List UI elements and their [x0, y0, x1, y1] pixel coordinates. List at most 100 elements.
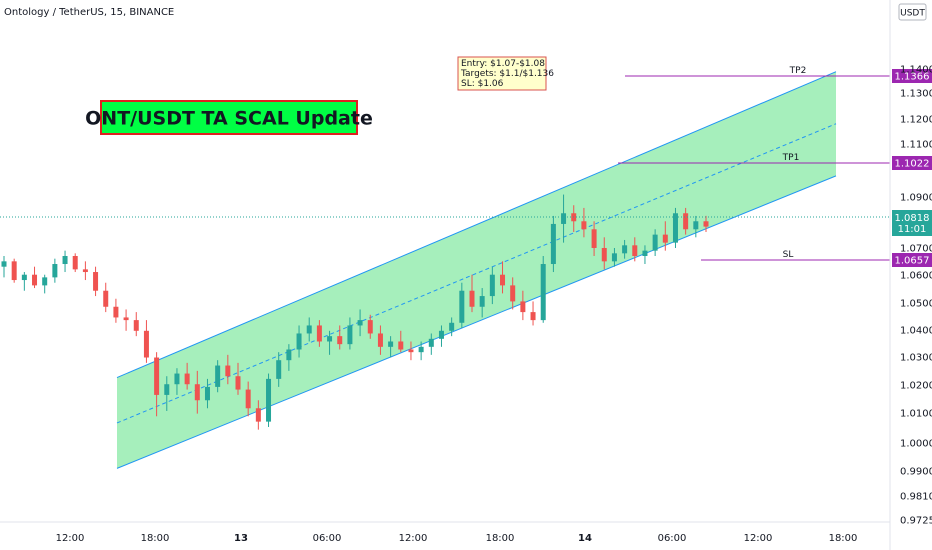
- candle-body: [184, 373, 190, 385]
- candles: [1, 194, 709, 430]
- candle-body: [113, 306, 119, 318]
- candle-body: [327, 336, 333, 342]
- candle-body: [601, 247, 607, 262]
- candle-body: [62, 256, 68, 265]
- candle-body: [377, 333, 383, 347]
- note-line-targets: Targets: $1.1/$1.136: [460, 69, 554, 79]
- candle-body: [622, 245, 628, 254]
- candle-body: [418, 346, 424, 353]
- candle-body: [72, 256, 78, 270]
- candle-body: [296, 333, 302, 350]
- candle-body: [438, 330, 444, 339]
- candle-body: [459, 290, 465, 323]
- price-tick-label: 0.9810: [900, 492, 932, 503]
- level-price-value: 1.1366: [895, 72, 930, 83]
- candle-body: [52, 264, 58, 278]
- chart-title: Ontology / TetherUS, 15, BINANCE: [4, 7, 174, 18]
- candle-body: [428, 338, 434, 347]
- time-tick-label: 14: [578, 533, 592, 544]
- candle-body: [225, 365, 231, 377]
- candle-body: [42, 277, 48, 286]
- candle-body: [276, 360, 282, 379]
- last-price-badge: [892, 210, 932, 236]
- price-tick-label: 1.0400: [900, 326, 932, 337]
- candle-body: [337, 336, 343, 345]
- candle-body: [693, 221, 699, 230]
- candle-body: [398, 341, 404, 350]
- candle-body: [347, 325, 353, 345]
- candle-body: [174, 373, 180, 385]
- candle-body: [1, 261, 7, 267]
- candle-body: [540, 264, 546, 321]
- time-tick-label: 06:00: [658, 533, 687, 544]
- candle-body: [286, 349, 292, 361]
- candle-body: [469, 290, 475, 307]
- price-tick-label: 1.0900: [900, 193, 932, 204]
- candle-body: [449, 322, 455, 331]
- level-label-tp2: TP2: [789, 66, 807, 76]
- price-tick-label: 1.0200: [900, 381, 932, 392]
- time-tick-label: 18:00: [486, 533, 515, 544]
- candle-body: [561, 213, 567, 224]
- candle-body: [611, 253, 617, 262]
- price-tick-label: 1.0300: [900, 353, 932, 364]
- candle-body: [703, 221, 709, 227]
- time-tick-label: 18:00: [141, 533, 170, 544]
- level-price-badge: [892, 69, 932, 83]
- candle-body: [164, 384, 170, 395]
- price-tick-label: 0.9725: [900, 516, 932, 527]
- currency-label: USDT: [900, 9, 925, 19]
- time-tick-label: 12:00: [399, 533, 428, 544]
- candle-body: [266, 378, 272, 422]
- candle-body: [357, 320, 363, 326]
- candle-body: [642, 250, 648, 256]
- update-banner: ONT/USDT TA SCAL Update: [85, 100, 373, 135]
- price-tick-label: 1.1100: [900, 140, 932, 151]
- candle-body: [591, 229, 597, 248]
- note-line-entry: Entry: $1.07-$1.08: [461, 59, 545, 69]
- channel-mid-line: [116, 123, 837, 424]
- time-tick-label: 18:00: [829, 533, 858, 544]
- banner-text: ONT/USDT TA SCAL Update: [85, 108, 373, 130]
- level-label-sl: SL: [783, 250, 794, 260]
- candle-body: [93, 272, 99, 291]
- candle-body: [21, 274, 27, 281]
- candle-body: [388, 341, 394, 347]
- time-axis[interactable]: 12:00 18:00 13 06:00 12:00 18:00 14 06:00 12:00 1…: [56, 533, 858, 544]
- candle-body: [530, 312, 536, 321]
- channel-lower-line: [116, 175, 837, 469]
- price-tick-label: 1.1300: [900, 89, 932, 100]
- price-tick-label: 1.1200: [900, 115, 932, 126]
- candle-body: [306, 325, 312, 334]
- price-tick-label: 1.0000: [900, 439, 932, 450]
- price-tick-label: 1.1400: [900, 65, 932, 76]
- candle-body: [316, 325, 322, 342]
- candle-body: [133, 320, 139, 331]
- last-price-tag: 1.0818 11:01: [0, 210, 932, 236]
- candle-body: [652, 234, 658, 251]
- price-tick-label: 1.0700: [900, 244, 932, 255]
- level-price-value: 1.0657: [895, 256, 930, 267]
- trade-note: Entry: $1.07-$1.08 Targets: $1.1/$1.136 …: [457, 56, 554, 91]
- candle-body: [489, 274, 495, 297]
- candle-body: [632, 245, 638, 256]
- candle-body: [245, 389, 251, 409]
- price-tick-label: 1.0600: [900, 271, 932, 282]
- candle-body: [143, 330, 149, 358]
- candle-body: [194, 384, 200, 401]
- candle-body: [408, 349, 414, 353]
- price-tick-label: 0.9900: [900, 467, 932, 478]
- currency-badge[interactable]: USDT: [898, 3, 927, 21]
- candle-body: [581, 221, 587, 230]
- candle-body: [510, 285, 516, 302]
- last-price-countdown: 11:01: [898, 224, 927, 235]
- candle-body: [672, 213, 678, 243]
- price-axis[interactable]: 1.1400 1.1300 1.1200 1.1100 1.0900 1.0700 1.06…: [900, 65, 932, 527]
- channel-upper-line: [116, 71, 837, 379]
- price-tick-label: 1.0500: [900, 299, 932, 310]
- level-price-badge: [892, 253, 932, 267]
- candle-body: [82, 269, 88, 273]
- note-line-sl: SL: $1.06: [461, 79, 504, 89]
- candle-body: [103, 290, 109, 307]
